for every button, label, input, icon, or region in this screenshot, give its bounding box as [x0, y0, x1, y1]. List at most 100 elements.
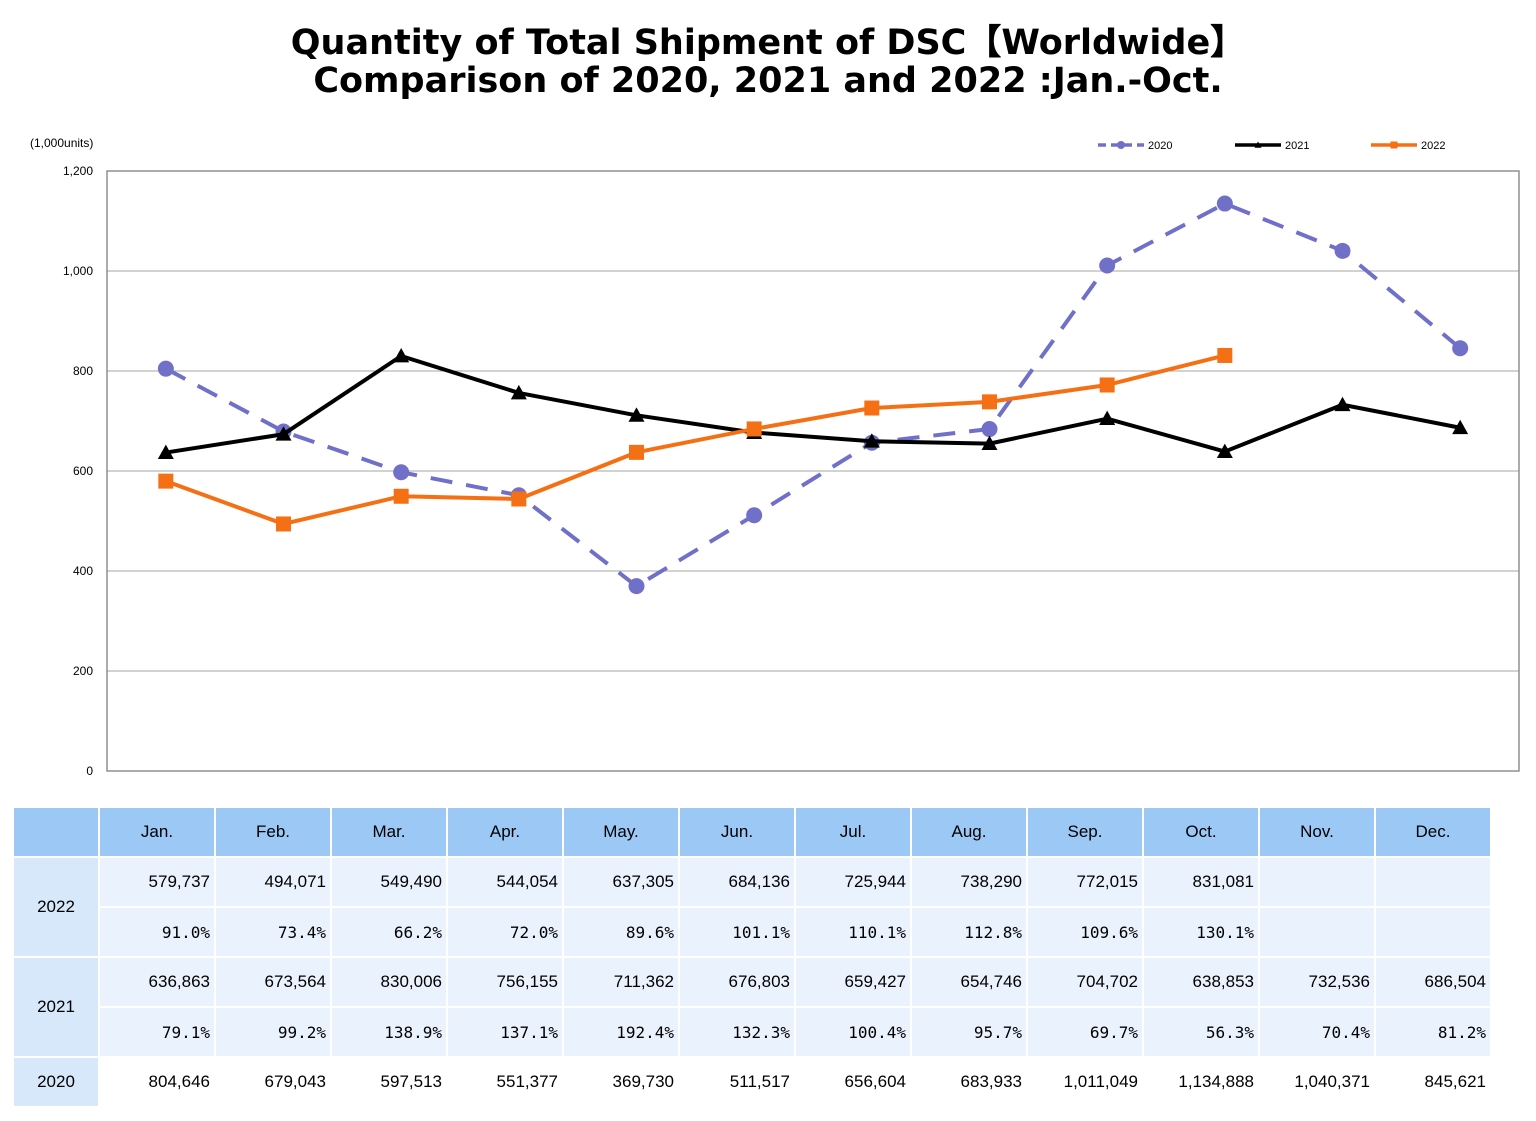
- pct-cell: 130.1%: [1144, 908, 1258, 956]
- data-point: [1390, 141, 1398, 149]
- pct-cell: 101.1%: [680, 908, 794, 956]
- units-cell: 831,081: [1144, 858, 1258, 906]
- y-tick-label: 200: [73, 664, 93, 678]
- chart-title: Quantity of Total Shipment of DSC【Worldw…: [290, 23, 1246, 63]
- pct-cell: 81.2%: [1376, 1008, 1490, 1056]
- data-point: [511, 491, 527, 507]
- data-point: [1254, 141, 1262, 148]
- month-header: May.: [564, 808, 678, 856]
- units-cell: 494,071: [216, 858, 330, 906]
- shipment-table: Jan. Feb. Mar. Apr. May. Jun. Jul. Aug. Sep. Oct.…: [12, 806, 1492, 1108]
- data-point: [981, 435, 998, 451]
- data-point: [1334, 396, 1351, 412]
- units-cell: 1,011,049: [1063, 1072, 1138, 1091]
- units-cell: 549,490: [332, 858, 446, 906]
- units-cell: 551,377: [496, 1072, 558, 1091]
- month-header: Jun.: [680, 808, 794, 856]
- units-cell: 579,737: [100, 858, 214, 906]
- units-cell: [1260, 858, 1374, 906]
- month-header: Feb.: [216, 808, 330, 856]
- series-line-2022: [165, 353, 1226, 526]
- month-header: Aug.: [912, 808, 1026, 856]
- pct-cell: [1260, 908, 1374, 956]
- units-cell: 544,054: [448, 858, 562, 906]
- data-point: [1099, 377, 1115, 393]
- series-line-2021: [165, 353, 1461, 455]
- pct-cell: 99.2%: [216, 1008, 330, 1056]
- units-cell: 756,155: [448, 958, 562, 1006]
- table-header-row: Jan. Feb. Mar. Apr. May. Jun. Jul. Aug. Sep. Oct.…: [14, 808, 1490, 856]
- units-cell: 732,536: [1260, 958, 1374, 1006]
- month-header: Oct.: [1144, 808, 1258, 856]
- corner-cell: [14, 808, 98, 856]
- data-point: [393, 464, 410, 481]
- data-point: [746, 421, 762, 437]
- pct-cell: 72.0%: [448, 908, 562, 956]
- legend-label: 2022: [1421, 140, 1445, 152]
- legend-label: 2021: [1285, 140, 1309, 152]
- units-cell: 711,362: [564, 958, 678, 1006]
- units-cell: 845,621: [1424, 1072, 1486, 1091]
- data-point: [746, 507, 763, 524]
- data-point: [158, 473, 174, 489]
- y-tick-label: 400: [73, 564, 93, 578]
- data-point: [157, 360, 174, 377]
- month-header: Jan.: [100, 808, 214, 856]
- line-chart: 0 200 400 600 800 1,000 1,200 (1,000units) 2020 2…: [30, 136, 1520, 778]
- year-label: 2022: [14, 858, 98, 956]
- units-cell: 772,015: [1028, 858, 1142, 906]
- units-cell: 637,305: [564, 858, 678, 906]
- data-point: [629, 444, 644, 460]
- pct-cell: 110.1%: [796, 908, 910, 956]
- pct-cell: 109.6%: [1028, 908, 1142, 956]
- data-point: [393, 347, 410, 363]
- units-cell: 638,853: [1144, 958, 1258, 1006]
- chart-subtitle: Comparison of 2020, 2021 and 2022 :Jan.-…: [313, 61, 1223, 101]
- units-cell: 704,702: [1028, 958, 1142, 1006]
- data-point: [1452, 419, 1469, 435]
- pct-cell: 132.3%: [680, 1008, 794, 1056]
- units-cell: 369,730: [612, 1072, 674, 1091]
- units-cell: [1376, 858, 1490, 906]
- data-point: [510, 384, 527, 400]
- units-cell: 673,564: [216, 958, 330, 1006]
- data-point: [275, 426, 292, 441]
- pct-cell: [1376, 908, 1490, 956]
- units-cell: 804,646: [148, 1072, 210, 1091]
- data-point: [628, 407, 645, 422]
- pct-cell: 137.1%: [448, 1008, 562, 1056]
- pct-cell: 56.3%: [1144, 1008, 1258, 1056]
- units-cell: 830,006: [332, 958, 446, 1006]
- units-cell: 684,136: [680, 858, 794, 906]
- units-cell: 679,043: [264, 1072, 326, 1091]
- data-point: [1217, 347, 1233, 363]
- month-header: Dec.: [1376, 808, 1490, 856]
- y-tick-label: 1,200: [63, 164, 93, 178]
- pct-cell: 112.8%: [912, 908, 1026, 956]
- units-cell: 738,290: [912, 858, 1026, 906]
- units-cell: 1,134,888: [1178, 1072, 1254, 1091]
- pct-cell: 89.6%: [564, 908, 678, 956]
- legend-label: 2020: [1148, 140, 1172, 152]
- units-cell: 683,933: [960, 1072, 1022, 1091]
- month-header: Apr.: [448, 808, 562, 856]
- data-point: [1452, 340, 1469, 357]
- pct-cell: 69.7%: [1028, 1008, 1142, 1056]
- pct-cell: 66.2%: [332, 908, 446, 956]
- month-header: Nov.: [1260, 808, 1374, 856]
- pct-cell: 73.4%: [216, 908, 330, 956]
- month-header: Sep.: [1028, 808, 1142, 856]
- pct-cell: 192.4%: [564, 1008, 678, 1056]
- data-point: [1117, 141, 1125, 149]
- data-point: [981, 421, 998, 438]
- y-tick-label: 1,000: [63, 264, 93, 278]
- year-label: 2020: [14, 1058, 98, 1106]
- pct-cell: 95.7%: [912, 1008, 1026, 1056]
- data-point: [157, 444, 174, 459]
- data-point: [393, 488, 409, 504]
- y-tick-label: 0: [86, 764, 93, 778]
- units-cell: 654,746: [912, 958, 1026, 1006]
- table-row: 2022 579,737 494,071 549,490 544,054 637,305 6…: [14, 858, 1490, 956]
- data-point: [982, 394, 997, 410]
- table-row: 2021 636,863 673,564 830,006 756,155 711,362 6…: [14, 958, 1490, 1056]
